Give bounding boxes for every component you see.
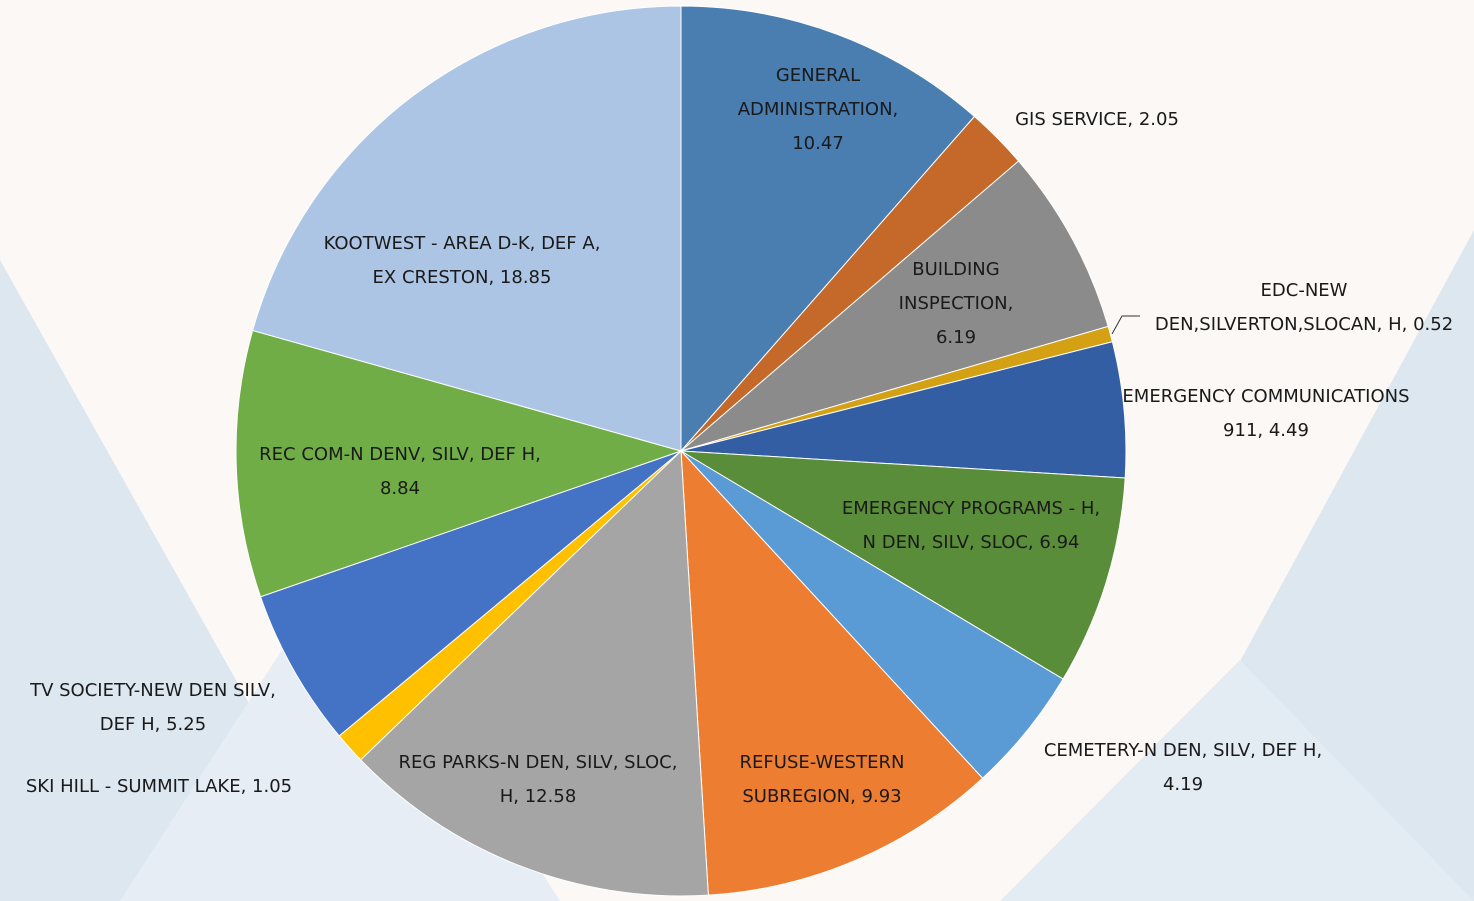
data-label: REG PARKS-N DEN, SILV, SLOC, H, 12.58 bbox=[398, 746, 678, 814]
leader-line bbox=[1111, 315, 1140, 335]
data-label: REC COM-N DENV, SILV, DEF H, 8.84 bbox=[240, 438, 560, 506]
value-label: 9.93 bbox=[861, 786, 902, 807]
pie-slice bbox=[680, 450, 1126, 680]
category-label: EMERGENCY PROGRAMS - H, N DEN, SILV, SLO… bbox=[841, 498, 1101, 553]
value-label: 8.84 bbox=[379, 478, 421, 499]
data-label: BUILDING INSPECTION, 6.19 bbox=[886, 253, 1026, 355]
data-label: CEMETERY-N DEN, SILV, DEF H, 4.19 bbox=[1023, 734, 1343, 802]
category-label: TV SOCIETY-NEW DEN SILV, DEF H, bbox=[30, 680, 276, 735]
data-label: GENERAL ADMINISTRATION, 10.47 bbox=[716, 59, 921, 161]
value-label: 6.19 bbox=[935, 327, 977, 348]
value-label: 4.19 bbox=[1162, 774, 1204, 795]
pie-slice bbox=[680, 160, 1109, 452]
data-label: EDC-NEW DEN,SILVERTON,SLOCAN, H, 0.52 bbox=[1154, 274, 1454, 342]
data-label: EMERGENCY PROGRAMS - H, N DEN, SILV, SLO… bbox=[841, 492, 1101, 560]
pie-slice bbox=[259, 450, 682, 737]
category-label: CEMETERY-N DEN, SILV, DEF H, bbox=[1043, 740, 1323, 761]
bg-shape bbox=[1000, 660, 1474, 901]
value-label: 1.05 bbox=[252, 776, 293, 797]
value-label: 0.52 bbox=[1413, 314, 1454, 335]
value-label: 10.47 bbox=[792, 133, 844, 154]
category-label: GENERAL ADMINISTRATION, bbox=[737, 65, 899, 120]
value-label: 5.25 bbox=[166, 714, 207, 735]
pie-slice bbox=[252, 5, 682, 452]
value-label: 12.58 bbox=[524, 786, 577, 807]
data-label: SKI HILL - SUMMIT LAKE, 1.05 bbox=[14, 770, 304, 804]
data-label: TV SOCIETY-NEW DEN SILV, DEF H, 5.25 bbox=[23, 674, 283, 742]
category-label: EDC-NEW DEN,SILVERTON,SLOCAN, H, bbox=[1154, 280, 1408, 335]
pie-slice bbox=[680, 449, 984, 896]
value-label: 2.05 bbox=[1138, 109, 1179, 130]
pie-slice bbox=[680, 5, 976, 453]
pie-slice bbox=[359, 449, 709, 897]
category-label: REG PARKS-N DEN, SILV, SLOC, H, bbox=[398, 752, 678, 807]
value-label: 18.85 bbox=[499, 267, 552, 288]
category-label: REC COM-N DENV, SILV, DEF H, bbox=[259, 444, 541, 465]
slices bbox=[235, 5, 1127, 897]
category-label: BUILDING INSPECTION, bbox=[898, 259, 1014, 314]
data-label: REFUSE-WESTERN SUBREGION, 9.93 bbox=[712, 746, 932, 814]
pie-slice bbox=[235, 329, 683, 598]
category-label: KOOTWEST - AREA D-K, DEF A, EX CRESTON, bbox=[323, 233, 601, 288]
category-label: GIS SERVICE, bbox=[1015, 109, 1134, 130]
category-label: SKI HILL - SUMMIT LAKE, bbox=[25, 776, 247, 797]
data-label: KOOTWEST - AREA D-K, DEF A, EX CRESTON, … bbox=[312, 227, 612, 295]
category-label: REFUSE-WESTERN SUBREGION, bbox=[739, 752, 905, 807]
data-label: EMERGENCY COMMUNICATIONS 911, 4.49 bbox=[1121, 380, 1411, 448]
category-label: EMERGENCY COMMUNICATIONS 911, bbox=[1122, 386, 1410, 441]
data-label: GIS SERVICE, 2.05 bbox=[947, 103, 1247, 137]
value-label: 4.49 bbox=[1268, 420, 1309, 441]
value-label: 6.94 bbox=[1039, 532, 1080, 553]
